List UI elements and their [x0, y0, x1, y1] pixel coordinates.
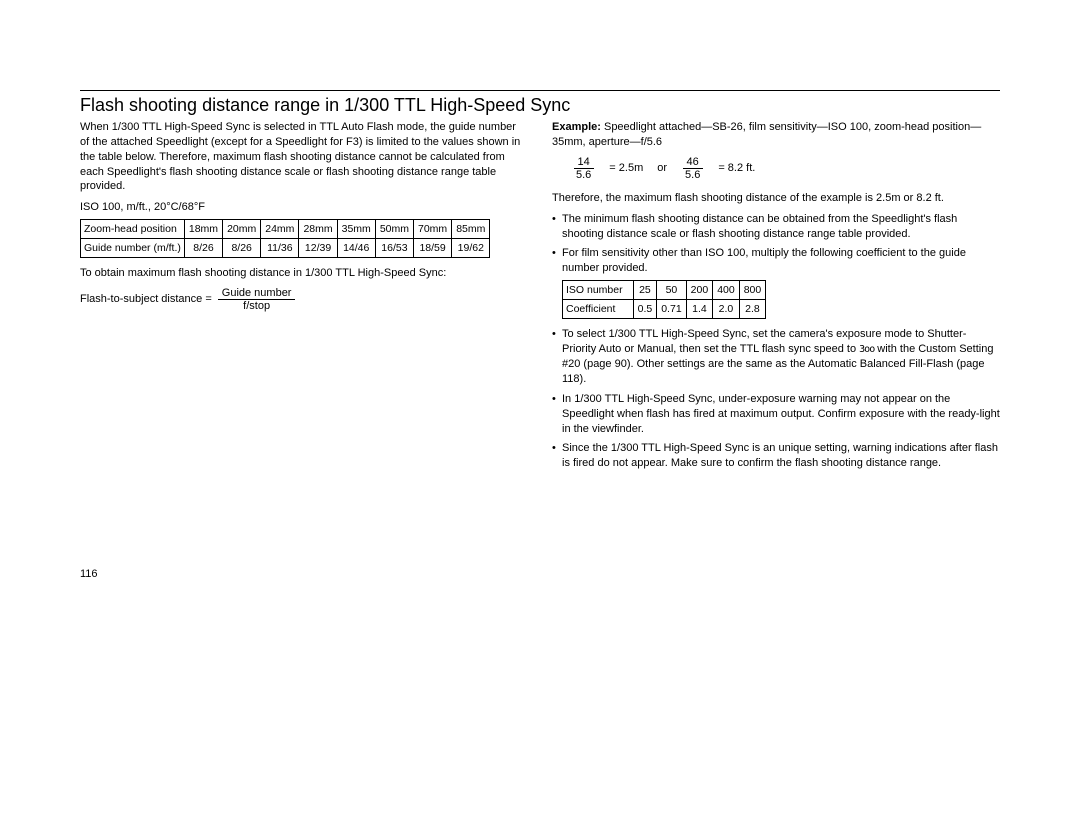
cell: 12/39 [299, 239, 337, 258]
cell: 800 [739, 281, 766, 300]
cell: 50mm [375, 220, 413, 239]
cell: 0.71 [657, 300, 686, 319]
example-text: Speedlight attached—SB-26, film sensitiv… [552, 121, 981, 148]
top-rule [80, 90, 1000, 91]
page-number: 116 [80, 568, 98, 580]
list-item: Since the 1/300 TTL High-Speed Sync is a… [552, 441, 1000, 471]
cell: 24mm [261, 220, 299, 239]
cell: 200 [686, 281, 713, 300]
list-item: The minimum flash shooting distance can … [552, 212, 1000, 242]
sync-speed-glyph: 3oo [859, 344, 874, 355]
distance-formula: Flash-to-subject distance = Guide number… [80, 287, 528, 312]
left-column: When 1/300 TTL High-Speed Sync is select… [80, 120, 528, 476]
cell: 70mm [414, 220, 452, 239]
section-title: Flash shooting distance range in 1/300 T… [80, 95, 1000, 116]
example-paragraph: Example: Speedlight attached—SB-26, film… [552, 120, 1000, 150]
cell: 35mm [337, 220, 375, 239]
therefore-text: Therefore, the maximum flash shooting di… [552, 191, 1000, 206]
row-header: Guide number (m/ft.) [81, 239, 185, 258]
calc-result: = 2.5m [609, 161, 643, 176]
fraction: 14 5.6 [572, 156, 595, 181]
cell: 2.0 [713, 300, 740, 319]
bullet-text: For film sensitivity other than ISO 100,… [562, 247, 966, 274]
calc-result: = 8.2 ft. [718, 161, 755, 176]
cell: 50 [657, 281, 686, 300]
cell: 11/36 [261, 239, 299, 258]
list-item: For film sensitivity other than ISO 100,… [552, 246, 1000, 319]
fraction-numerator: 14 [574, 156, 594, 169]
cell: 85mm [452, 220, 490, 239]
row-header: ISO number [563, 281, 634, 300]
example-label: Example: [552, 121, 601, 133]
cell: 20mm [223, 220, 261, 239]
fraction-denominator: f/stop [239, 300, 274, 312]
list-item: In 1/300 TTL High-Speed Sync, under-expo… [552, 392, 1000, 437]
cell: 28mm [299, 220, 337, 239]
zoom-guide-table: Zoom-head position 18mm 20mm 24mm 28mm 3… [80, 219, 490, 258]
fraction: 46 5.6 [681, 156, 704, 181]
intro-paragraph: When 1/300 TTL High-Speed Sync is select… [80, 120, 528, 194]
row-header: Zoom-head position [81, 220, 185, 239]
cell: 18/59 [414, 239, 452, 258]
iso-coefficient-table: ISO number 25 50 200 400 800 Coefficient… [562, 280, 766, 319]
table-caption: ISO 100, m/ft., 20°C/68°F [80, 200, 528, 215]
after-table-text: To obtain maximum flash shooting distanc… [80, 266, 528, 281]
fraction-denominator: 5.6 [572, 169, 595, 181]
list-item: To select 1/300 TTL High-Speed Sync, set… [552, 327, 1000, 386]
fraction-numerator: Guide number [218, 287, 296, 300]
cell: 0.5 [633, 300, 657, 319]
cell: 1.4 [686, 300, 713, 319]
table-row: Guide number (m/ft.) 8/26 8/26 11/36 12/… [81, 239, 490, 258]
bullet-list: The minimum flash shooting distance can … [552, 212, 1000, 471]
cell: 14/46 [337, 239, 375, 258]
row-header: Coefficient [563, 300, 634, 319]
fraction-denominator: 5.6 [681, 169, 704, 181]
cell: 8/26 [223, 239, 261, 258]
cell: 25 [633, 281, 657, 300]
cell: 18mm [184, 220, 222, 239]
or-text: or [657, 161, 667, 176]
fraction: Guide number f/stop [218, 287, 296, 312]
cell: 8/26 [184, 239, 222, 258]
right-column: Example: Speedlight attached—SB-26, film… [552, 120, 1000, 476]
table-row: Zoom-head position 18mm 20mm 24mm 28mm 3… [81, 220, 490, 239]
formula-lhs: Flash-to-subject distance = [80, 292, 212, 307]
fraction-numerator: 46 [683, 156, 703, 169]
cell: 16/53 [375, 239, 413, 258]
cell: 2.8 [739, 300, 766, 319]
cell: 19/62 [452, 239, 490, 258]
cell: 400 [713, 281, 740, 300]
example-calculations: 14 5.6 = 2.5m or 46 5.6 = 8.2 ft. [572, 156, 1000, 181]
table-row: Coefficient 0.5 0.71 1.4 2.0 2.8 [563, 300, 766, 319]
table-row: ISO number 25 50 200 400 800 [563, 281, 766, 300]
